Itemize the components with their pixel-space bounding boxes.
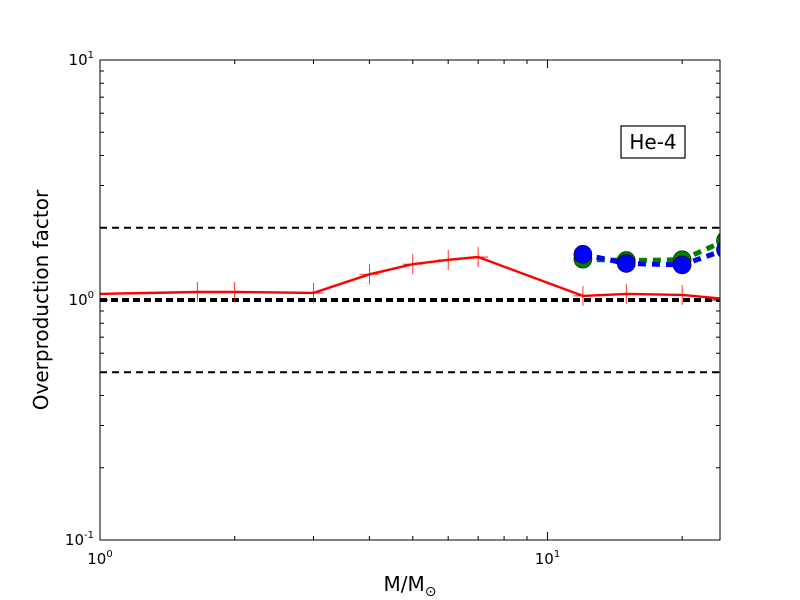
annotation-box: He-4	[620, 125, 686, 159]
annotation-label: He-4	[629, 130, 676, 154]
reference-lines	[100, 226, 720, 374]
x-axis-label-subscript: ⊙	[425, 584, 437, 600]
series-3-point	[716, 242, 720, 258]
series-2-line	[582, 240, 720, 264]
y-axis-label: Overproduction factor	[29, 189, 53, 410]
series-3-point	[616, 254, 636, 273]
series-layer	[100, 233, 720, 306]
y-tick-label: 100	[69, 290, 94, 309]
series-3-point	[573, 245, 593, 264]
x-tick-label: 100	[87, 549, 112, 568]
x-axis-label-main: M/M	[384, 572, 425, 596]
x-axis-label: M/M⊙	[384, 572, 437, 600]
y-tick-label: 101	[69, 50, 94, 69]
y-tick-label: 10-1	[65, 530, 94, 549]
plot-frame	[99, 59, 721, 541]
series-3-point	[672, 255, 692, 275]
series-3-line	[582, 248, 720, 268]
axis-ticks	[99, 59, 720, 541]
annotation-frame	[620, 125, 686, 159]
x-tick-label: 101	[535, 549, 560, 568]
